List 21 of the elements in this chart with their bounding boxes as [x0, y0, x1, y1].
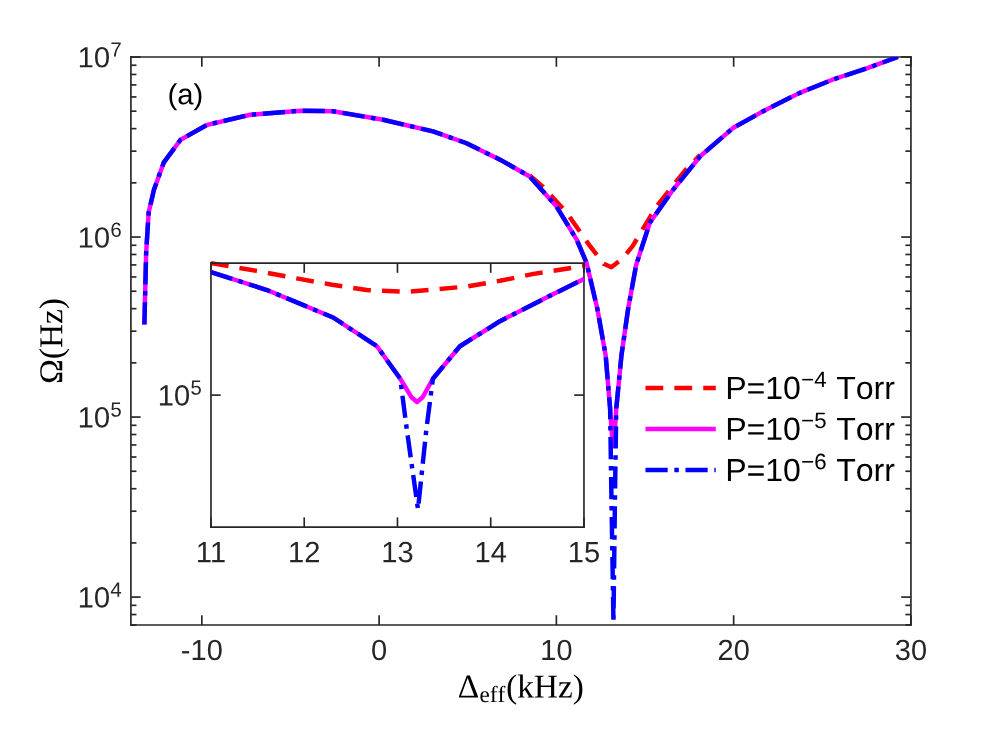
legend-label: P=10$^{−5}$ Torr — [727, 412, 895, 441]
x-tick-label: 11 — [198, 542, 225, 563]
x-tick-label: 12 — [290, 541, 319, 563]
x-tick-label: 14 — [476, 542, 507, 563]
y-axis-title: Ω(Hz) — [39, 299, 70, 383]
x-tick-label: 13 — [383, 541, 413, 563]
annotation: 10$^{5}$ — [159, 380, 201, 406]
y-tick-label: 10$^{5}$ — [79, 402, 121, 428]
y-tick-label: 10$^{6}$ — [79, 222, 121, 248]
x-tick-label: 30 — [895, 639, 927, 661]
y-tick-label: 10$^{4}$ — [79, 582, 122, 608]
legend-label: P=10$^{−6}$ Torr — [727, 453, 895, 482]
x-tick-label: 15 — [569, 542, 599, 563]
x-tick-label: 20 — [718, 639, 749, 661]
y-tick-label: 10$^{7}$ — [79, 42, 121, 68]
x-tick-label: 0 — [372, 639, 387, 661]
x-tick-label: 10 — [542, 639, 572, 661]
x-axis-title: Δ$_{eff}$(kHz) — [459, 674, 583, 705]
x-tick-label: -10 — [182, 639, 222, 661]
legend-label: P=10$^{−4}$ Torr — [727, 371, 895, 400]
annotation: (a) — [169, 83, 202, 111]
